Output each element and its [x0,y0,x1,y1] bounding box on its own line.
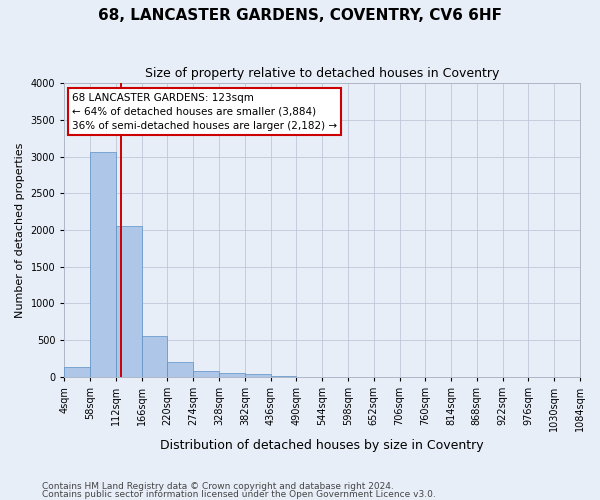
Bar [142,336,167,377]
Bar [64,368,90,377]
Bar [271,376,296,377]
Bar [245,374,271,377]
Bar [167,362,193,377]
Text: 68, LANCASTER GARDENS, COVENTRY, CV6 6HF: 68, LANCASTER GARDENS, COVENTRY, CV6 6HF [98,8,502,22]
Bar [90,152,116,377]
Text: Contains public sector information licensed under the Open Government Licence v3: Contains public sector information licen… [42,490,436,499]
Bar [193,372,219,377]
X-axis label: Distribution of detached houses by size in Coventry: Distribution of detached houses by size … [160,440,484,452]
Y-axis label: Number of detached properties: Number of detached properties [15,142,25,318]
Bar [116,226,142,377]
Text: Contains HM Land Registry data © Crown copyright and database right 2024.: Contains HM Land Registry data © Crown c… [42,482,394,491]
Text: 68 LANCASTER GARDENS: 123sqm
← 64% of detached houses are smaller (3,884)
36% of: 68 LANCASTER GARDENS: 123sqm ← 64% of de… [72,92,337,130]
Title: Size of property relative to detached houses in Coventry: Size of property relative to detached ho… [145,68,499,80]
Bar [219,373,245,377]
